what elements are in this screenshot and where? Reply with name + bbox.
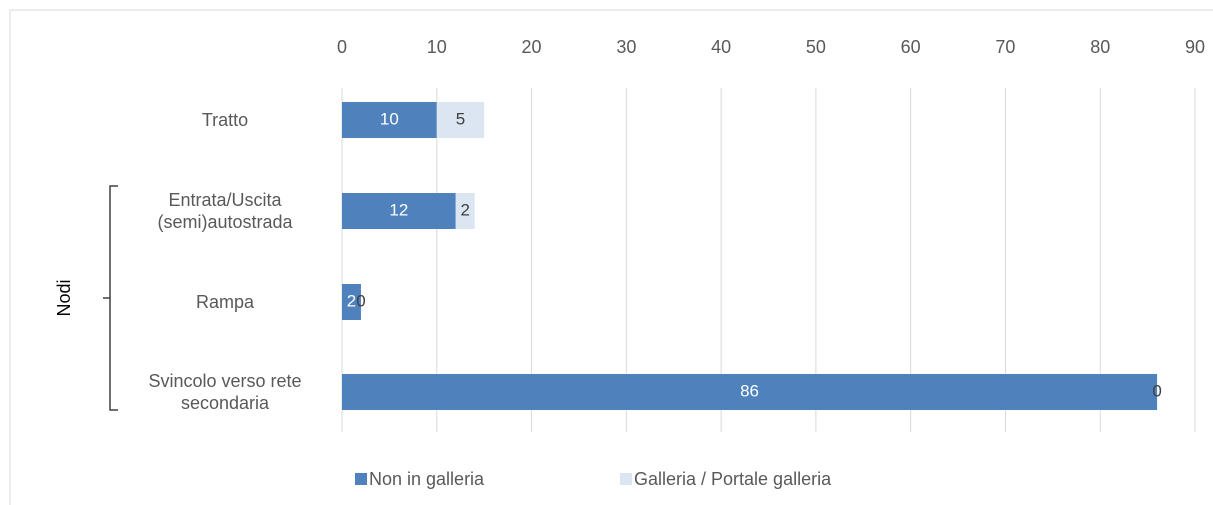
bar-segment: [436, 102, 485, 138]
x-tick-label: 40: [711, 37, 731, 57]
group-label: Nodi: [54, 279, 74, 316]
category-label: Rampa: [195, 292, 255, 312]
bar-segment: [342, 374, 1158, 410]
x-tick-label: 90: [1185, 37, 1205, 57]
bar-segment: [455, 193, 475, 229]
x-tick-label: 30: [616, 37, 636, 57]
category-label: Tratto: [201, 110, 249, 130]
legend-label: Non in galleria: [369, 469, 485, 489]
data-label: 2: [347, 291, 356, 310]
data-label: 10: [380, 109, 399, 128]
x-tick-label: 60: [901, 37, 921, 57]
bar-segment: [342, 284, 361, 320]
x-tick-label: 10: [427, 37, 447, 57]
bar-segment: [342, 102, 437, 138]
data-label: 0: [1152, 381, 1161, 400]
group-bracket: [103, 185, 118, 411]
x-tick-label: 70: [995, 37, 1015, 57]
data-label: 86: [740, 381, 759, 400]
data-label: 5: [456, 109, 465, 128]
legend-swatch: [620, 473, 632, 485]
legend-label: Galleria / Portale galleria: [634, 469, 832, 489]
data-label: 0: [356, 291, 365, 310]
x-tick-label: 20: [522, 37, 542, 57]
category-label: Svincolo verso rete secondaria: [148, 371, 302, 413]
x-tick-label: 80: [1090, 37, 1110, 57]
bar-segment: [342, 193, 456, 229]
x-tick-label: 50: [806, 37, 826, 57]
data-label: 12: [389, 200, 408, 219]
chart-border: [9, 9, 1213, 505]
x-tick-label: 0: [337, 37, 347, 57]
data-label: 2: [460, 200, 469, 219]
legend-swatch: [355, 473, 367, 485]
category-label: Entrata/Uscita (semi)autostrada: [157, 190, 293, 232]
